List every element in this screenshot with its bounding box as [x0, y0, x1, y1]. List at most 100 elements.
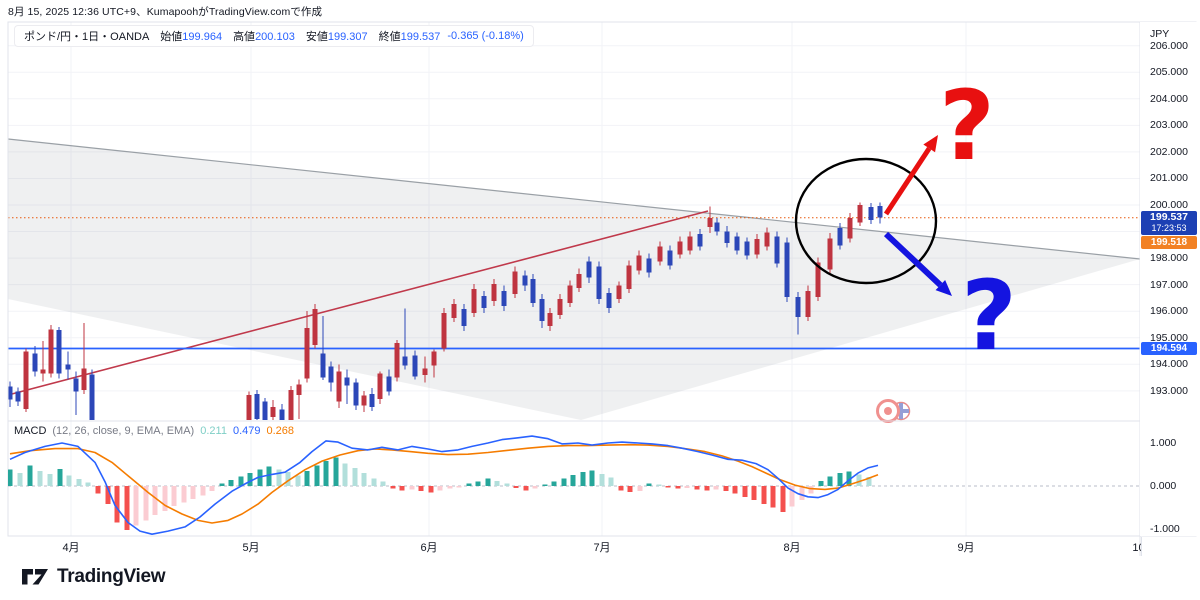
candle-body [491, 283, 497, 301]
candle-body [336, 371, 342, 402]
triangle-pattern-fill [8, 139, 1140, 420]
candle-body [827, 238, 833, 270]
candle-body [320, 353, 326, 378]
credit-line: 8月 15, 2025 12:36 UTC+9、KumapoohがTrading… [8, 6, 323, 18]
candle-body [431, 351, 437, 366]
candle-body [847, 218, 853, 239]
candle-body [857, 205, 863, 223]
candle-body [667, 250, 673, 266]
support-level-badge: 194.594 [1141, 342, 1197, 355]
candle-body [522, 275, 528, 286]
candle-body [471, 288, 477, 314]
candle-body [567, 285, 573, 303]
candle-body [353, 382, 359, 406]
macd-histogram-bar [371, 478, 377, 486]
price-tick: 201.000 [1150, 172, 1188, 185]
symbol-watermark [876, 399, 911, 423]
candle-body [65, 364, 71, 370]
open-label: 始値199.964 [160, 31, 223, 43]
macd-histogram-bar [95, 486, 101, 494]
macd-histogram-bar [504, 483, 510, 486]
macd-histogram-bar [181, 486, 187, 503]
macd-histogram-bar [361, 473, 367, 486]
month-label: 5月 [242, 542, 260, 554]
candle-body [377, 373, 383, 399]
close-value: 199.537 [400, 31, 441, 43]
candle-body [734, 236, 740, 251]
macd-histogram-bar [105, 486, 111, 505]
candle-body [795, 296, 801, 318]
macd-histogram-bar [818, 480, 824, 486]
macd-histogram-bar [47, 473, 53, 486]
candle-body [530, 278, 536, 303]
symbol-title: ポンド/円・1日・OANDA [24, 31, 150, 43]
macd-histogram-bar [532, 486, 538, 489]
macd-histogram-bar [76, 479, 82, 486]
candle-body [481, 295, 487, 309]
candle-body [586, 261, 592, 278]
macd-histogram-bar [589, 470, 595, 486]
macd-histogram-bar [637, 486, 643, 492]
tradingview-brand[interactable]: TradingView [22, 566, 166, 588]
candle-body [784, 242, 790, 297]
macd-histogram-bar [837, 473, 843, 486]
currency-label: JPY [1150, 28, 1170, 40]
candle-body [724, 231, 730, 244]
macd-histogram-bar [8, 469, 13, 486]
macd-histogram-bar [352, 467, 358, 486]
candle-body [754, 239, 760, 255]
macd-histogram-bar [646, 483, 652, 486]
macd-histogram-bar [57, 468, 63, 486]
candle-body [805, 290, 811, 318]
macd-histogram-bar [542, 484, 548, 486]
macd-histogram-bar [219, 483, 225, 486]
macd-histogram-bar [475, 481, 481, 486]
macd-histogram-bar [228, 479, 234, 486]
price-tick: 196.000 [1150, 305, 1188, 318]
candle-body [501, 290, 507, 306]
candle-body [646, 258, 652, 273]
candle-body [81, 368, 87, 390]
price-axis[interactable]: JPY 206.000 205.000 204.000 203.000 202.000 2… [1140, 22, 1200, 536]
red-question-annotation: ? [939, 70, 995, 182]
macd-histogram-bar [799, 486, 805, 500]
macd-tick: 1.000 [1150, 437, 1177, 449]
price-tick: 200.000 [1150, 199, 1188, 211]
price-tick: 197.000 [1150, 278, 1188, 291]
macd-histogram-bar [684, 486, 690, 489]
macd-histogram-bar [200, 486, 206, 496]
macd-hist-value: 0.211 [200, 425, 227, 437]
macd-histogram-bar [551, 481, 557, 486]
macd-histogram-bar [399, 486, 405, 491]
candle-body [815, 262, 821, 297]
current-price-value: 199.537 [1150, 211, 1188, 223]
macd-histogram-bar [171, 486, 177, 507]
macd-histogram-bar [257, 469, 263, 486]
macd-histogram-bar [304, 470, 310, 486]
symbol-legend[interactable]: ポンド/円・1日・OANDA 始値199.964 高値200.103 安値199… [14, 25, 534, 47]
blue-question-annotation: ? [961, 260, 1017, 372]
price-tick: 203.000 [1150, 119, 1188, 132]
candle-body [697, 234, 703, 247]
macd-params: (12, 26, close, 9, EMA, EMA) [52, 425, 195, 437]
macd-histogram-bar [428, 486, 434, 493]
macd-histogram-bar [466, 483, 472, 486]
candle-body [288, 389, 294, 420]
candle-body [636, 255, 642, 271]
macd-histogram-bar [599, 473, 605, 486]
macd-histogram-bar [704, 486, 710, 491]
macd-histogram-bar [770, 486, 776, 508]
macd-histogram-bar [380, 481, 386, 486]
candle-body [40, 369, 46, 374]
pattern-upper-trendline [7, 138, 1141, 260]
macd-legend[interactable]: MACD (12, 26, close, 9, EMA, EMA) 0.211 … [14, 425, 294, 437]
macd-layer [8, 435, 879, 535]
time-axis[interactable]: 4月5月6月7月8月9月10月 [0, 537, 1200, 556]
macd-signal-value: 0.268 [266, 425, 295, 437]
month-label: 4月 [62, 542, 80, 554]
macd-histogram-bar [627, 486, 633, 493]
macd-histogram-bar [27, 465, 33, 486]
month-label: 7月 [593, 542, 611, 554]
macd-histogram-bar [494, 480, 500, 486]
